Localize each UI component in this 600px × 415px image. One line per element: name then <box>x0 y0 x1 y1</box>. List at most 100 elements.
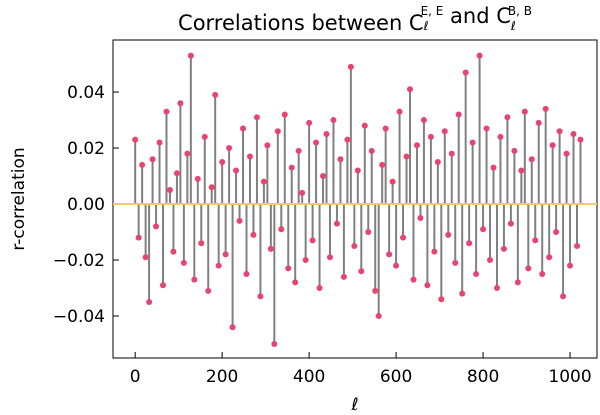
marker <box>278 226 285 233</box>
marker <box>191 276 198 283</box>
marker <box>434 159 441 166</box>
x-tick-label: 0 <box>130 367 141 387</box>
marker <box>229 324 236 331</box>
marker <box>267 245 274 252</box>
marker <box>525 265 532 272</box>
title-part: B, B <box>508 4 532 18</box>
marker <box>302 257 309 264</box>
marker <box>337 156 344 163</box>
marker <box>560 293 567 300</box>
marker <box>288 164 295 171</box>
marker <box>132 136 139 143</box>
marker <box>396 108 403 115</box>
marker <box>219 159 226 166</box>
marker <box>347 63 354 70</box>
marker <box>233 167 240 174</box>
marker <box>490 164 497 171</box>
marker <box>553 229 560 236</box>
marker <box>507 220 514 227</box>
marker <box>514 279 521 286</box>
marker <box>403 153 410 160</box>
marker <box>455 111 462 118</box>
marker <box>393 262 400 269</box>
marker <box>487 257 494 264</box>
marker <box>330 117 337 124</box>
marker <box>539 271 546 278</box>
marker <box>180 259 187 266</box>
marker <box>549 142 556 149</box>
marker <box>462 69 469 76</box>
marker <box>156 139 163 146</box>
marker <box>205 287 212 294</box>
marker <box>567 262 574 269</box>
marker <box>194 175 201 182</box>
marker <box>427 133 434 140</box>
marker <box>354 167 361 174</box>
marker <box>407 86 414 93</box>
title-part: E, E <box>421 4 444 18</box>
marker <box>285 265 292 272</box>
marker <box>292 279 299 286</box>
marker <box>170 248 177 255</box>
marker <box>476 52 483 59</box>
marker <box>441 128 448 135</box>
marker <box>323 131 330 138</box>
marker <box>473 271 480 278</box>
marker <box>382 125 389 132</box>
y-tick-label: −0.02 <box>53 251 105 271</box>
y-axis-label: r-correlation <box>9 147 29 250</box>
marker <box>271 341 278 348</box>
marker <box>500 245 507 252</box>
marker <box>264 142 271 149</box>
marker <box>556 128 563 135</box>
marker <box>431 248 438 255</box>
marker <box>198 240 205 247</box>
marker <box>361 122 368 129</box>
marker <box>372 287 379 294</box>
marker <box>316 285 323 292</box>
marker <box>281 111 288 118</box>
marker <box>480 226 487 233</box>
marker <box>570 131 577 138</box>
marker <box>518 167 525 174</box>
marker <box>166 187 173 194</box>
marker <box>445 231 452 238</box>
chart-title: Correlations between CℓE, E and CℓB, B <box>178 4 532 35</box>
x-tick-label: 200 <box>206 367 238 387</box>
marker <box>410 276 417 283</box>
title-part: ℓ <box>423 19 429 33</box>
marker <box>208 184 215 191</box>
marker <box>236 217 243 224</box>
marker <box>386 251 393 258</box>
marker <box>163 108 170 115</box>
marker <box>400 234 407 241</box>
x-tick-label: 1000 <box>548 367 591 387</box>
marker <box>257 293 264 300</box>
marker <box>420 117 427 124</box>
marker <box>497 133 504 140</box>
marker <box>326 254 333 261</box>
marker <box>573 243 580 250</box>
marker <box>142 254 149 261</box>
marker <box>135 234 142 241</box>
marker <box>295 147 302 154</box>
marker <box>532 237 539 244</box>
marker <box>358 268 365 275</box>
marker <box>222 251 229 258</box>
marker <box>466 240 473 247</box>
title-part: Correlations between C <box>178 11 424 35</box>
marker <box>215 262 222 269</box>
marker <box>504 114 511 121</box>
marker <box>528 156 535 163</box>
marker <box>253 114 260 121</box>
marker <box>389 178 396 185</box>
y-tick-label: 0.02 <box>67 139 105 159</box>
x-tick-label: 400 <box>293 367 325 387</box>
marker <box>511 147 518 154</box>
marker <box>260 178 267 185</box>
marker <box>563 150 570 157</box>
marker <box>344 136 351 143</box>
y-tick-label: −0.04 <box>53 307 105 327</box>
marker <box>160 282 167 289</box>
